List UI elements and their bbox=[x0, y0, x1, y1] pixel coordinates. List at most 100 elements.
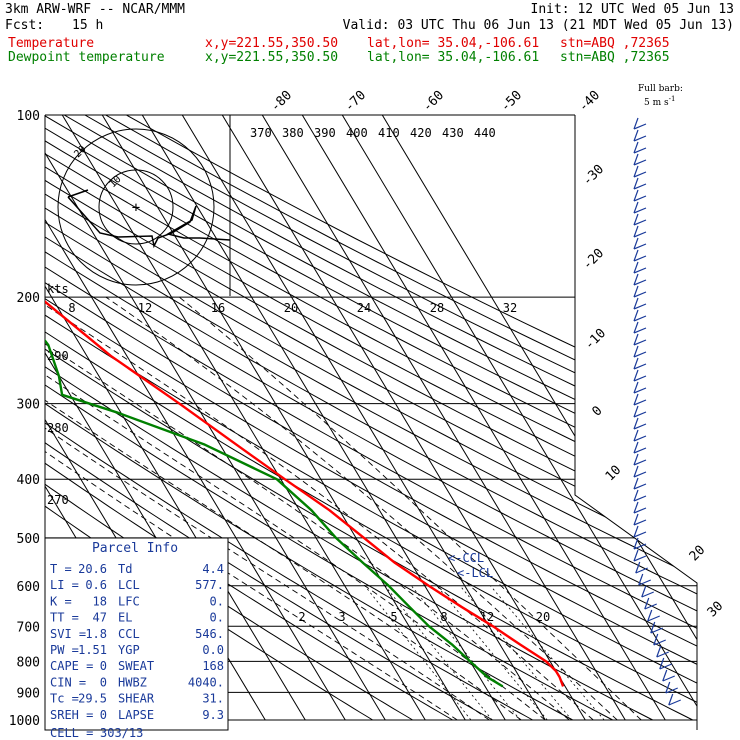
pressure-tick-label: 200 bbox=[17, 291, 40, 306]
barb-key-line2: 5 m s-1 bbox=[638, 94, 683, 108]
wind-barb-staff bbox=[633, 405, 639, 418]
wind-barb bbox=[633, 129, 647, 142]
pressure-tick-label: 100 bbox=[17, 109, 40, 124]
init-time: Init: 12 UTC Wed 05 Jun 13 bbox=[530, 2, 735, 17]
wind-barb-flag bbox=[633, 387, 647, 394]
wind-barb-staff bbox=[647, 609, 653, 622]
wind-barb-flag bbox=[633, 291, 647, 298]
wind-barb bbox=[633, 213, 647, 226]
parcel-info-label: CAPE = bbox=[50, 659, 93, 673]
wind-barb-staff bbox=[633, 477, 639, 490]
theta-label: 430 bbox=[442, 126, 464, 140]
dry-adiabat-line bbox=[45, 115, 697, 721]
wind-barb bbox=[659, 657, 672, 670]
wind-barb-flag bbox=[633, 303, 647, 310]
theta-label: 420 bbox=[410, 126, 432, 140]
dry-adiabat-line bbox=[45, 115, 697, 721]
dry-adiabat-line bbox=[45, 115, 493, 721]
wind-barb bbox=[638, 573, 651, 586]
mixing-ratio-label: 2 bbox=[298, 610, 305, 624]
temperature-legend-latlon: lat,lon= 35.04,-106.61 bbox=[367, 36, 540, 51]
theta-label: 270 bbox=[47, 493, 69, 507]
wind-barb bbox=[633, 201, 647, 214]
wind-barb-flag bbox=[633, 207, 647, 214]
isotherm-line bbox=[261, 115, 626, 721]
wind-barb-flag bbox=[656, 651, 669, 658]
wind-barb-flag bbox=[644, 603, 657, 610]
wind-barb bbox=[633, 513, 647, 526]
dry-adiabat-line bbox=[45, 115, 697, 721]
theta-label: 410 bbox=[378, 126, 400, 140]
mixing-ratio-line bbox=[411, 585, 521, 721]
wind-barb-flag bbox=[633, 315, 647, 322]
wind-barb bbox=[633, 345, 647, 358]
dry-adiabat-line bbox=[105, 115, 697, 721]
wind-barb bbox=[633, 249, 647, 262]
isotherm-label: 30 bbox=[705, 599, 727, 621]
wind-barb bbox=[633, 453, 647, 466]
mixing-ratio-label: 3 bbox=[338, 610, 345, 624]
temperature-legend-station: stn=ABQ ,72365 bbox=[560, 36, 670, 51]
wind-barb bbox=[633, 141, 647, 154]
wind-barb-staff bbox=[662, 669, 668, 682]
theta-label: 370 bbox=[250, 126, 272, 140]
parcel-info-value: 0. bbox=[210, 611, 224, 625]
pressure-tick-label: 500 bbox=[17, 532, 40, 547]
isotherm-line bbox=[221, 115, 586, 721]
wind-barb-flag bbox=[650, 627, 663, 634]
wind-barb-staff bbox=[633, 393, 639, 406]
dry-adiabat-line bbox=[84, 115, 697, 721]
parcel-info-label: Tc = bbox=[50, 692, 79, 706]
mixing-ratio-label: 12 bbox=[138, 301, 152, 315]
wind-barb bbox=[633, 165, 647, 178]
parcel-info-label: LAPSE bbox=[118, 708, 154, 722]
parcel-info-value: 546. bbox=[195, 627, 224, 641]
model-title: 3km ARW-WRF -- NCAR/MMM bbox=[5, 2, 186, 17]
theta-label: 390 bbox=[314, 126, 336, 140]
wind-barb bbox=[633, 261, 647, 274]
isotherm-label: -80 bbox=[268, 88, 295, 115]
isotherm-line bbox=[101, 115, 466, 721]
theta-label: 440 bbox=[474, 126, 496, 140]
wind-barb-flag bbox=[633, 519, 647, 526]
parcel-info-value: 0 bbox=[100, 675, 107, 689]
wind-barb bbox=[633, 309, 647, 322]
wind-barb bbox=[633, 429, 647, 442]
wind-barb-flag bbox=[633, 411, 647, 418]
wind-barb bbox=[650, 621, 663, 634]
wind-barb-flag bbox=[633, 123, 647, 130]
wind-barb-staff bbox=[633, 501, 639, 514]
dry-adiabat-line bbox=[45, 115, 533, 721]
parcel-info-value: 577. bbox=[195, 578, 224, 592]
wind-barb-staff bbox=[650, 621, 656, 634]
dry-adiabat-line bbox=[45, 115, 697, 721]
wind-barb-flag bbox=[633, 471, 647, 478]
wind-barb-flag bbox=[633, 423, 647, 430]
parcel-info-value: 18 bbox=[93, 594, 107, 608]
dry-adiabat-line bbox=[45, 115, 697, 721]
dry-adiabat-line bbox=[45, 115, 697, 721]
wind-barb-flag bbox=[662, 675, 675, 682]
mixing-ratio-label: 24 bbox=[357, 301, 371, 315]
temperature-legend-label: Temperature bbox=[8, 36, 95, 51]
wind-barbs bbox=[633, 117, 681, 706]
mixing-ratio-label: 5 bbox=[390, 610, 397, 624]
wind-barb bbox=[641, 585, 654, 598]
wind-barb-staff bbox=[633, 141, 639, 154]
mixing-ratio-line bbox=[490, 585, 605, 721]
temperature-legend-xy: x,y=221.55,350.50 bbox=[205, 36, 339, 51]
pressure-tick-label: 400 bbox=[17, 473, 40, 488]
wind-barb-flag bbox=[633, 447, 647, 454]
isotherm-line bbox=[181, 115, 546, 721]
dry-adiabat-line bbox=[45, 115, 697, 721]
wind-barb-staff bbox=[633, 261, 639, 274]
mixing-ratio-label: 20 bbox=[284, 301, 298, 315]
wind-barb-flag bbox=[633, 195, 647, 202]
barb-key-unit: 5 m s bbox=[644, 98, 669, 108]
parcel-info-value: 47 bbox=[93, 611, 107, 625]
isotherm-label: -10 bbox=[582, 326, 609, 353]
parcel-info-value: 0 bbox=[100, 708, 107, 722]
isotherm-line bbox=[61, 115, 426, 721]
dry-adiabat-line bbox=[45, 115, 613, 721]
wind-barb-flag bbox=[633, 495, 647, 502]
